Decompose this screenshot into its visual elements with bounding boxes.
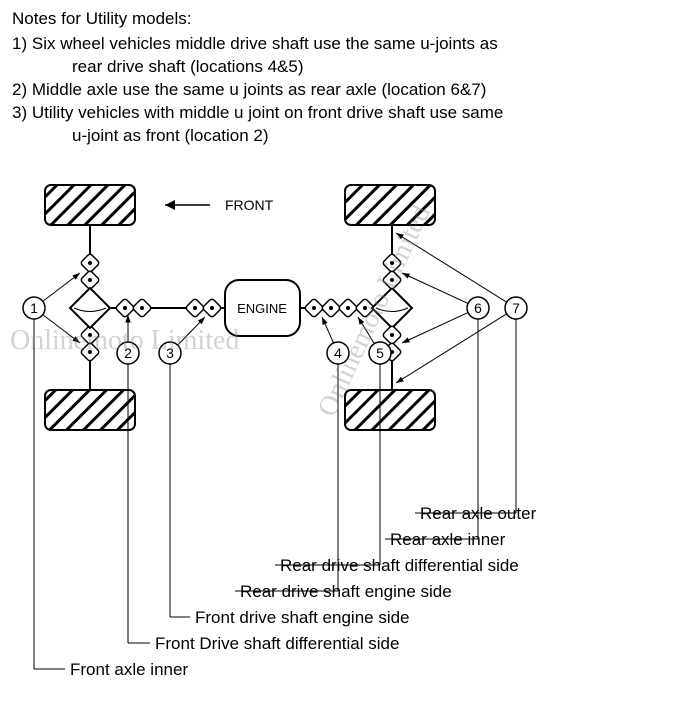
callout-number-7: 7: [512, 300, 520, 316]
callout-label-2: Front Drive shaft differential side: [155, 634, 399, 653]
rear-differential: [372, 288, 412, 328]
callout-number-4: 4: [334, 345, 342, 361]
note-3-cont: u-joint as front (location 2): [12, 125, 688, 148]
front-shaft-ujoint-4: [202, 298, 222, 318]
diagram-svg: FRONT: [0, 155, 700, 700]
note-3: 3) Utility vehicles with middle u joint …: [12, 102, 688, 125]
engine-label: ENGINE: [237, 301, 287, 316]
rear-shaft-ujoint-1: [304, 298, 324, 318]
callout-number-1: 1: [30, 300, 38, 316]
front-shaft-ujoint-3: [185, 298, 205, 318]
note-1: 1) Six wheel vehicles middle drive shaft…: [12, 33, 688, 56]
notes-title: Notes for Utility models:: [12, 8, 688, 31]
note-1-cont: rear drive shaft (locations 4&5): [12, 56, 688, 79]
rear-shaft-ujoint-3: [338, 298, 358, 318]
callout-label-5: Rear drive shaft differential side: [280, 556, 519, 575]
callout-number-5: 5: [376, 345, 384, 361]
callout-number-3: 3: [166, 345, 174, 361]
front-differential: [70, 288, 110, 328]
rear-right-tire: [345, 390, 435, 430]
callout-number-6: 6: [474, 300, 482, 316]
front-left-tire: [45, 185, 135, 225]
callout-label-1: Front axle inner: [70, 660, 188, 679]
callout-number-2: 2: [124, 345, 132, 361]
rear-axle-ujoint-top2: [382, 270, 402, 290]
callout-label-7: Rear axle outer: [420, 504, 537, 523]
callout-label-6: Rear axle inner: [390, 530, 506, 549]
callout-label-3: Front drive shaft engine side: [195, 608, 410, 627]
front-axle-ujoint-bot2: [80, 342, 100, 362]
front-shaft-ujoint-1: [115, 298, 135, 318]
drivetrain-diagram: Onlinemoto Limited Onlinemoto Limited: [0, 155, 700, 700]
rear-shaft-ujoint-2: [321, 298, 341, 318]
note-2: 2) Middle axle use the same u joints as …: [12, 79, 688, 102]
front-axle-ujoint-top: [80, 253, 100, 273]
rear-left-tire: [345, 185, 435, 225]
notes-section: Notes for Utility models: 1) Six wheel v…: [0, 0, 700, 148]
front-arrow: FRONT: [165, 197, 274, 213]
front-shaft-ujoint-2: [132, 298, 152, 318]
callout-label-4: Rear drive shaft engine side: [240, 582, 452, 601]
rear-axle-ujoint-top: [382, 253, 402, 273]
front-right-tire: [45, 390, 135, 430]
rear-axle-ujoint-bot: [382, 325, 402, 345]
front-label: FRONT: [225, 197, 274, 213]
